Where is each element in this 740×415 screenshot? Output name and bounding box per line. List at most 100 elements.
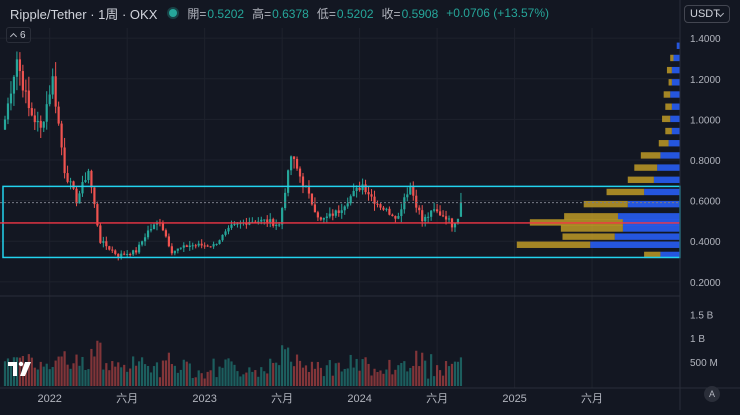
candle-body: [75, 188, 78, 204]
candle-body: [140, 241, 144, 245]
candle-body: [284, 192, 287, 209]
indicator-count: 6: [20, 29, 26, 41]
candle-body: [21, 71, 24, 91]
candle-body: [105, 241, 108, 247]
candle-body: [352, 190, 355, 197]
candle-body: [135, 250, 138, 253]
candle-body: [167, 236, 170, 247]
volume-bar: [161, 360, 165, 386]
symbol-title[interactable]: Ripple/Tether · 1周 · OKX: [10, 6, 158, 22]
volume-profile-row-gold: [606, 188, 645, 196]
ohlc-close: 收=0.5908: [381, 6, 439, 21]
volume-bar: [42, 366, 45, 386]
time-tick-label: 六月: [426, 392, 448, 405]
candle-body: [182, 245, 185, 248]
volume-bar: [418, 366, 421, 386]
candle-body: [143, 237, 147, 242]
time-tick-label: 六月: [581, 392, 603, 405]
candle-body: [373, 196, 376, 204]
volume-bar: [340, 371, 343, 386]
volume-profile-row-blue: [622, 225, 680, 232]
candle-body: [185, 245, 188, 248]
volume-bar: [105, 363, 108, 386]
candle-body: [57, 106, 60, 124]
volume-bar: [364, 357, 367, 386]
candle-body: [394, 216, 397, 219]
candle-body: [149, 229, 153, 231]
candle-body: [331, 213, 334, 216]
volume-bar: [415, 350, 418, 386]
candle-body: [433, 209, 436, 211]
volume-profile-row-blue: [671, 79, 680, 86]
chart-header: Ripple/Tether · 1周 · OKX 開=0.5202 高=0.63…: [0, 0, 680, 26]
volume-bar: [191, 378, 194, 386]
candle-body: [328, 213, 331, 217]
currency-select[interactable]: USDT: [684, 5, 730, 23]
volume-bar: [51, 366, 54, 386]
volume-profile-row-gold: [627, 176, 654, 183]
volume-bar: [30, 357, 33, 386]
candle-body: [215, 243, 218, 245]
candle-body: [18, 59, 21, 72]
time-tick-label: 2024: [347, 393, 371, 405]
volume-bar: [81, 356, 84, 386]
volume-profile-row-gold: [562, 233, 615, 240]
volume-bar: [170, 364, 173, 386]
tradingview-logo[interactable]: [8, 360, 36, 378]
volume-bar: [334, 363, 337, 386]
candle-body: [281, 208, 284, 225]
candle-body: [15, 59, 19, 77]
candle-body: [90, 170, 93, 188]
volume-profile-row-gold: [634, 164, 658, 171]
candle-body: [367, 192, 370, 195]
candle-body: [227, 227, 230, 232]
volume-bar: [239, 376, 242, 386]
volume-bar: [301, 367, 305, 386]
grid-lines: [0, 28, 680, 388]
candle-body: [164, 230, 168, 237]
candle-body: [415, 195, 418, 208]
volume-profile-row-blue: [671, 103, 680, 110]
candle-body: [161, 223, 165, 231]
volume-bar: [337, 362, 340, 386]
volume-bar: [388, 359, 391, 386]
candle-body: [197, 243, 200, 246]
price-tick-label: 1.2000: [690, 75, 721, 86]
volume-profile-row-gold: [644, 251, 661, 259]
candles: [3, 51, 463, 261]
time-tick-label: 2023: [192, 393, 216, 405]
candle-body: [319, 217, 322, 220]
volume-bar: [66, 364, 69, 386]
candle-body: [12, 76, 16, 94]
candle-body: [337, 210, 340, 213]
candle-body: [6, 103, 10, 120]
volume-bar: [358, 370, 361, 386]
volume-profile-row-blue: [614, 233, 680, 240]
volume-bar: [376, 372, 379, 386]
auto-scale-button[interactable]: A: [704, 386, 720, 402]
time-tick-label: 2022: [37, 393, 61, 405]
chevron-up-icon: [9, 32, 18, 40]
volume-profile-row-gold: [666, 66, 672, 74]
volume-bar: [212, 358, 215, 386]
candle-body: [42, 121, 45, 128]
volume-bar: [54, 360, 57, 386]
volume-bar: [164, 360, 168, 386]
volume-bar: [102, 369, 105, 386]
candle-body: [78, 193, 81, 204]
candle-body: [39, 120, 42, 128]
volume-bar: [355, 358, 358, 386]
candle-body: [33, 115, 36, 123]
candle-body: [400, 209, 403, 217]
candle-body: [266, 219, 269, 223]
volume-profile-row-gold: [516, 241, 591, 248]
volume-profile-row-blue: [660, 251, 680, 259]
volume-bar: [126, 371, 129, 386]
indicators-toggle[interactable]: 6: [6, 27, 31, 43]
candle-body: [45, 104, 48, 122]
volume-profile-row-gold: [658, 140, 669, 147]
volume-profile-row-blue: [657, 164, 680, 171]
